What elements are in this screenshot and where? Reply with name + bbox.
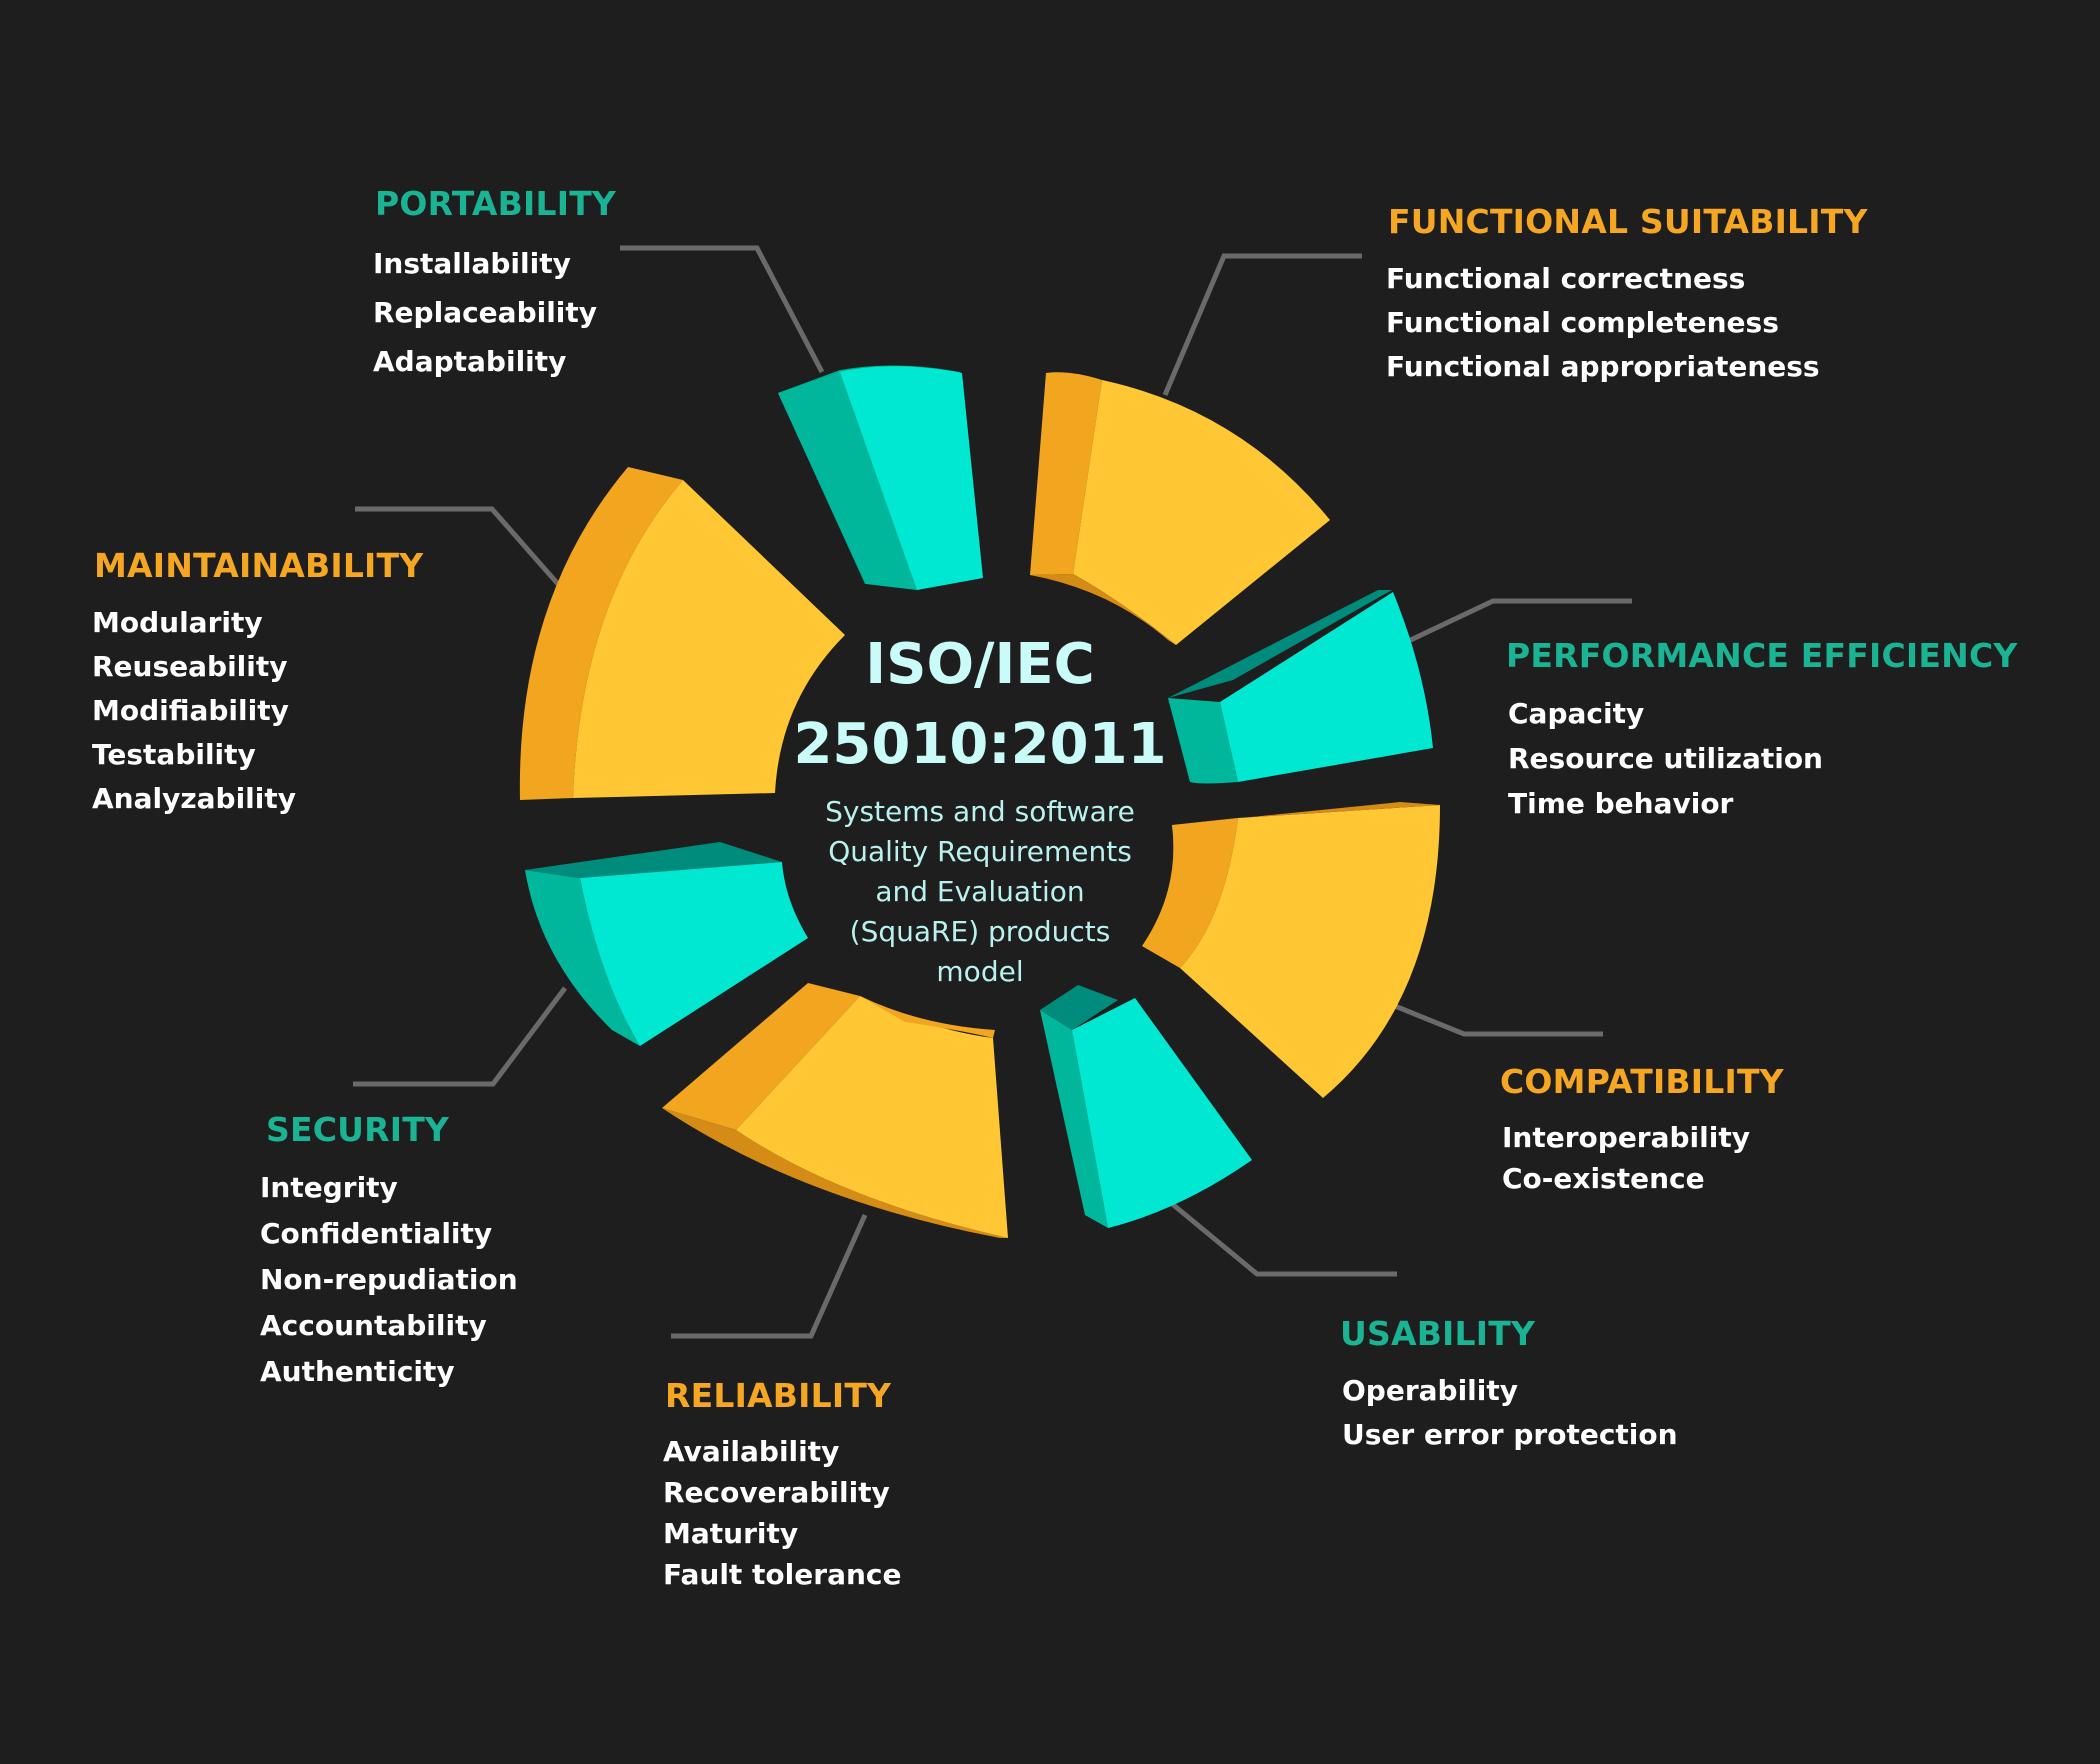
- group-maintainability: MAINTAINABILITY Modularity Reuseability …: [92, 546, 424, 821]
- center-subtitle: Systems and software Quality Requirement…: [770, 792, 1190, 992]
- center-title-line2: 25010:2011: [793, 712, 1167, 777]
- segment-security: [525, 842, 808, 1046]
- center-subtitle-line: (SquaRE) products: [849, 915, 1111, 948]
- connector-reliability: [671, 1213, 868, 1339]
- connector-performance-efficiency: [1398, 598, 1632, 648]
- group-item: Recoverability: [663, 1476, 890, 1509]
- connector-maintainability: [355, 506, 567, 594]
- segment-reliability: [662, 983, 1008, 1238]
- group-title: MAINTAINABILITY: [94, 546, 424, 585]
- group-item: Integrity: [260, 1171, 398, 1204]
- group-item: Accountability: [260, 1309, 487, 1342]
- group-item: Interoperability: [1502, 1121, 1750, 1154]
- group-item: Maturity: [663, 1517, 799, 1550]
- group-title: SECURITY: [266, 1110, 450, 1149]
- group-item: Non-repudiation: [260, 1263, 518, 1296]
- group-title: PORTABILITY: [375, 184, 616, 223]
- segment-maintainability: [519, 467, 845, 800]
- group-title: PERFORMANCE EFFICIENCY: [1506, 636, 2018, 675]
- group-item: Co-existence: [1502, 1162, 1705, 1195]
- segment-performance-efficiency: [1168, 590, 1433, 784]
- group-usability: USABILITY Operability User error protect…: [1340, 1314, 1678, 1457]
- group-title: COMPATIBILITY: [1500, 1062, 1784, 1101]
- group-title: USABILITY: [1340, 1314, 1536, 1353]
- group-reliability: RELIABILITY Availability Recoverability …: [663, 1376, 902, 1595]
- group-item: Testability: [92, 738, 256, 771]
- center-subtitle-line: Quality Requirements: [828, 835, 1132, 868]
- group-item: Operability: [1342, 1374, 1519, 1407]
- segment-usability: [1040, 985, 1252, 1228]
- group-item: Time behavior: [1508, 787, 1734, 820]
- center-subtitle-line: Systems and software: [825, 795, 1135, 828]
- center-subtitle-line: and Evaluation: [875, 875, 1085, 908]
- group-item: Replaceability: [373, 296, 598, 329]
- group-item: Capacity: [1508, 697, 1645, 730]
- segment-compatibility: [1142, 802, 1440, 1098]
- group-item: Availability: [663, 1435, 840, 1468]
- group-item: Fault tolerance: [663, 1558, 902, 1591]
- group-performance-efficiency: PERFORMANCE EFFICIENCY Capacity Resource…: [1506, 636, 2017, 826]
- group-item: Analyzability: [92, 782, 297, 815]
- group-security: SECURITY Integrity Confidentiality Non-r…: [260, 1110, 518, 1395]
- group-functional-suitability: FUNCTIONAL SUITABILITY Functional correc…: [1386, 202, 1868, 389]
- group-item: Resource utilization: [1508, 742, 1823, 775]
- connector-portability: [620, 245, 825, 374]
- connector-compatibility: [1384, 999, 1603, 1037]
- connector-functional-suitability: [1162, 253, 1362, 396]
- group-title: RELIABILITY: [665, 1376, 892, 1415]
- center-subtitle-line: model: [936, 955, 1024, 988]
- segment-functional-suitability: [1030, 372, 1330, 645]
- group-item: User error protection: [1342, 1418, 1678, 1451]
- group-item: Authenticity: [260, 1355, 455, 1388]
- group-item: Functional completeness: [1386, 306, 1779, 339]
- group-item: Confidentiality: [260, 1217, 493, 1250]
- group-compatibility: COMPATIBILITY Interoperability Co-existe…: [1500, 1062, 1784, 1199]
- group-item: Functional appropriateness: [1386, 350, 1820, 383]
- connector-usability: [1163, 1196, 1397, 1277]
- group-item: Modularity: [92, 606, 263, 639]
- group-item: Modifiability: [92, 694, 289, 727]
- group-title: FUNCTIONAL SUITABILITY: [1388, 202, 1868, 241]
- connector-security: [353, 986, 567, 1087]
- group-item: Functional correctness: [1386, 262, 1746, 295]
- group-item: Reuseability: [92, 650, 288, 683]
- group-item: Adaptability: [373, 345, 567, 378]
- group-item: Installability: [373, 247, 571, 280]
- group-portability: PORTABILITY Installability Replaceabilit…: [373, 184, 616, 386]
- segment-portability: [778, 365, 983, 590]
- center-title-line1: ISO/IEC: [865, 632, 1095, 697]
